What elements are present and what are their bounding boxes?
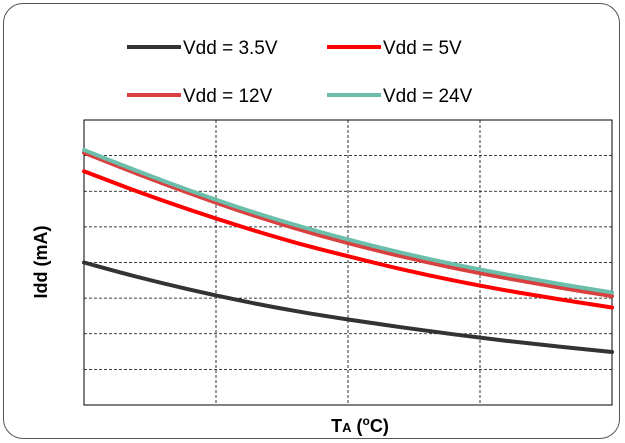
chart-frame (3, 3, 620, 439)
series-lines (82, 147, 614, 354)
series-line-0 (82, 260, 614, 354)
legend-label-2: Vdd = 12V (183, 86, 273, 107)
x-axis-label: TA (oC) (331, 414, 389, 436)
series-line-2 (82, 150, 614, 299)
grid (84, 120, 612, 405)
legend-label-0: Vdd = 3.5V (183, 38, 278, 59)
series-line-3 (82, 147, 614, 295)
series-line-1 (82, 169, 614, 310)
y-axis-label: Idd (mA) (31, 226, 51, 299)
legend-label-1: Vdd = 5V (383, 38, 462, 59)
legend-label-3: Vdd = 24V (383, 86, 473, 107)
legend: Vdd = 3.5V Vdd = 5V Vdd = 12V Vdd = 24V (127, 38, 473, 107)
